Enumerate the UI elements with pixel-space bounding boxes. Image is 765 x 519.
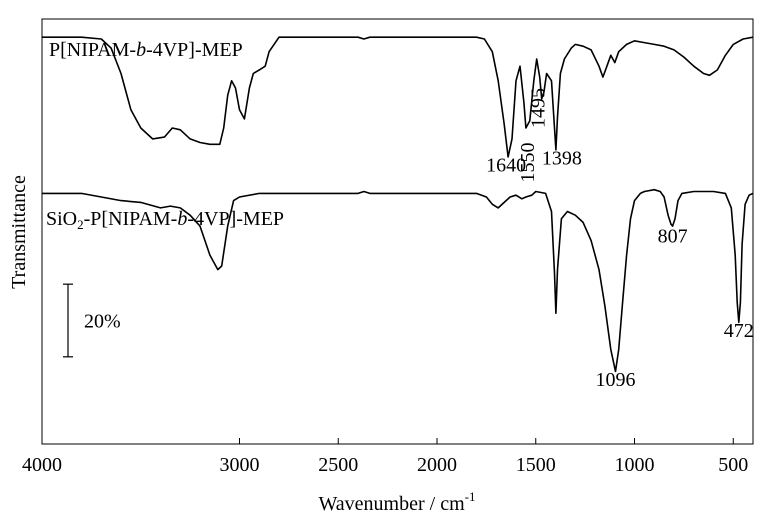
x-axis-ticks: 4000 3000 2500 2000 1500 1000 500 <box>22 438 748 476</box>
peak-label-1550: 1550 <box>517 143 539 183</box>
spectrum-line-2 <box>42 188 754 373</box>
series-label-1: P[NIPAM-b-4VP]-MEP <box>49 39 243 61</box>
series-label-part: b <box>177 208 187 230</box>
x-tick-label-2000: 2000 <box>417 454 457 476</box>
spectra <box>42 36 754 373</box>
x-tick-label-1500: 1500 <box>516 454 556 476</box>
series-label-part: -4VP]-MEP <box>187 208 284 230</box>
x-tick-label-3000: 3000 <box>220 454 260 476</box>
x-axis-label-main: Wavenumber / cm <box>319 493 466 515</box>
x-tick-label-4000: 4000 <box>22 454 62 476</box>
series-label-part: SiO <box>46 208 77 230</box>
spectrum-line-1 <box>42 36 754 158</box>
x-tick-label-2500: 2500 <box>318 454 358 476</box>
peak-label-472: 472 <box>724 320 754 342</box>
peak-label-1398: 1398 <box>542 147 582 169</box>
series-label-part: P[NIPAM- <box>49 39 136 61</box>
x-tick-label-500: 500 <box>718 454 748 476</box>
peak-label-807: 807 <box>658 225 688 247</box>
peak-label-1640: 1640 <box>486 155 526 177</box>
series-label-part: -4VP]-MEP <box>146 39 243 61</box>
series-label-part: -P[NIPAM- <box>84 208 178 230</box>
peak-label-1495: 1495 <box>528 88 550 128</box>
series-labels: P[NIPAM-b-4VP]-MEPSiO2-P[NIPAM-b-4VP]-ME… <box>46 39 284 232</box>
series-label-2: SiO2-P[NIPAM-b-4VP]-MEP <box>46 208 284 232</box>
x-axis-label: Wavenumber / cm-1 <box>319 489 476 515</box>
scale-bar-label: 20% <box>84 310 121 332</box>
series-label-part: b <box>136 39 146 61</box>
series-label-part: 2 <box>77 217 84 232</box>
y-axis-label: Transmittance <box>8 175 30 289</box>
plot-frame <box>41 18 754 445</box>
scale-bar: 20% <box>63 283 121 358</box>
x-axis-label-superscript: -1 <box>465 489 476 504</box>
x-tick-label-1000: 1000 <box>615 454 655 476</box>
peak-label-1096: 1096 <box>596 369 636 391</box>
